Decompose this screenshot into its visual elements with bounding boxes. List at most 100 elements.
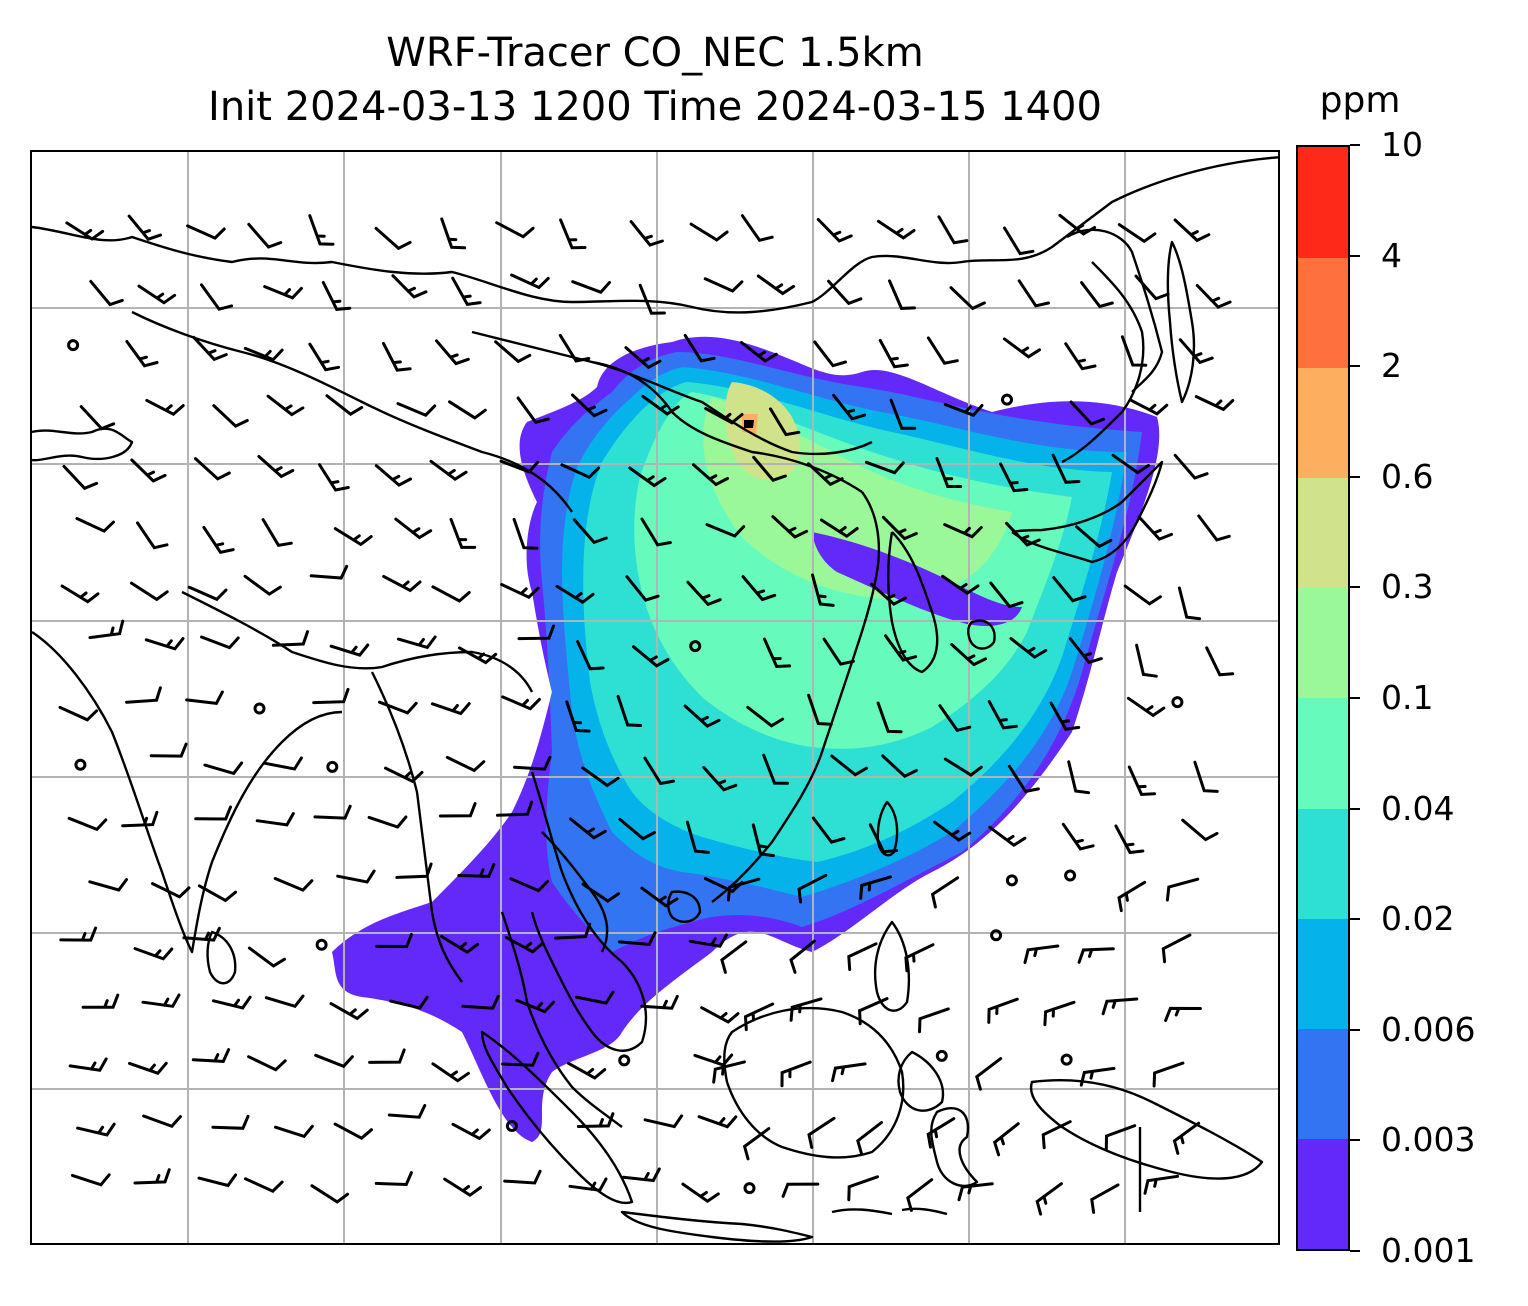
- wind-barb: [569, 817, 607, 840]
- wind-barb: [1152, 1061, 1185, 1088]
- wind-barb: [185, 690, 224, 706]
- wind-barb: [943, 757, 983, 777]
- wind-barb: [88, 619, 125, 640]
- wind-barb: [244, 1177, 284, 1193]
- wind-barb: [640, 517, 672, 547]
- wind-barb: [494, 340, 532, 364]
- wind-barb: [451, 276, 482, 307]
- wind-barb: [560, 463, 600, 479]
- calm-wind-circle: [326, 760, 339, 773]
- colorbar-tick: [1350, 1250, 1360, 1252]
- wind-barb: [144, 637, 185, 651]
- wind-barb: [618, 817, 656, 841]
- wind-barb: [448, 400, 487, 420]
- wind-barb: [395, 862, 433, 879]
- wind-barb: [367, 815, 408, 829]
- wind-barb: [1173, 453, 1209, 480]
- colorbar-segment: [1298, 147, 1348, 258]
- wind-barb: [712, 1060, 746, 1084]
- colorbar-tick: [1350, 144, 1360, 146]
- wind-barb: [559, 218, 587, 250]
- japan-kyushu: [967, 619, 996, 650]
- wind-barb: [68, 1057, 108, 1072]
- colorbar-tick-label: 0.04: [1381, 788, 1455, 828]
- wind-barb: [314, 1053, 354, 1069]
- wind-barb: [58, 705, 99, 722]
- wind-barb: [742, 1127, 771, 1161]
- wind-barb: [1181, 818, 1219, 842]
- calm-wind-circle: [689, 640, 702, 653]
- wind-barb: [643, 756, 675, 786]
- colorbar-tick: [1350, 1028, 1360, 1031]
- wind-barb: [1080, 281, 1114, 309]
- wind-barb: [243, 574, 282, 596]
- wind-barb: [856, 1121, 883, 1155]
- wind-barb: [988, 825, 1027, 848]
- wind-barb: [133, 1168, 171, 1185]
- wind-barb: [264, 994, 305, 1009]
- wind-barb: [740, 341, 778, 363]
- wind-barb: [65, 221, 105, 241]
- malay-peninsula: [500, 911, 623, 1128]
- wind-barb: [387, 1104, 427, 1119]
- wind-barb: [197, 884, 237, 903]
- wind-barb: [76, 1122, 116, 1137]
- wind-barb: [1197, 514, 1231, 542]
- wind-barb: [1205, 646, 1235, 677]
- wind-barb: [1017, 279, 1050, 308]
- wind-barb: [75, 517, 115, 533]
- wind-barb: [1127, 765, 1156, 796]
- calm-wind-circle: [743, 1182, 756, 1195]
- wind-barb: [266, 394, 305, 417]
- map-canvas: [32, 152, 1278, 1243]
- wind-barb: [394, 517, 433, 540]
- wind-barb: [336, 869, 376, 884]
- wind-barb: [186, 224, 226, 240]
- wind-barb: [142, 1114, 182, 1129]
- calm-wind-circle: [935, 1049, 948, 1062]
- wind-barb: [141, 993, 181, 1008]
- wind-barb: [941, 574, 980, 596]
- wind-barb: [449, 517, 477, 549]
- wind-barb: [889, 398, 917, 430]
- indochina-coast: [530, 771, 648, 1052]
- wind-barb: [859, 875, 892, 900]
- wind-barb: [926, 336, 959, 365]
- calm-wind-circles: [67, 339, 1184, 1195]
- wind-barb: [182, 926, 221, 942]
- wind-barb: [325, 394, 364, 417]
- borneo-island: [723, 1006, 905, 1159]
- wind-barb: [512, 517, 539, 550]
- calm-wind-circle: [1171, 696, 1184, 709]
- calm-wind-circle: [74, 758, 87, 771]
- colorbar-tick-label: 10: [1381, 125, 1423, 164]
- wind-barb: [780, 1060, 812, 1088]
- wind-barb: [1035, 1182, 1063, 1216]
- wind-barb: [374, 226, 412, 251]
- wind-barb: [1077, 947, 1115, 964]
- wind-barb: [1173, 218, 1211, 243]
- wind-barb: [816, 218, 853, 243]
- colorbar-segment: [1298, 367, 1348, 479]
- wind-barb: [762, 753, 789, 785]
- colorbar-unit-label: ppm: [1319, 80, 1401, 121]
- wind-barb: [510, 273, 550, 290]
- wind-barb: [752, 455, 787, 482]
- wind-barb: [501, 1051, 540, 1067]
- wind-barb: [629, 220, 664, 247]
- wind-barb: [496, 800, 534, 817]
- wind-barb: [1123, 584, 1162, 606]
- wind-barb: [1135, 643, 1158, 678]
- wind-barb: [1058, 213, 1097, 236]
- wind-barb: [726, 877, 761, 902]
- calm-wind-circle: [505, 1120, 518, 1132]
- wind-barb: [697, 1115, 738, 1129]
- wind-barb: [516, 396, 550, 425]
- wind-barb: [192, 335, 228, 362]
- himalaya-border: [181, 590, 534, 693]
- wind-barb: [746, 705, 785, 728]
- wind-barb: [435, 339, 470, 366]
- wind-barb: [1177, 586, 1202, 621]
- wind-barb: [811, 573, 835, 607]
- wind-barb: [396, 402, 437, 417]
